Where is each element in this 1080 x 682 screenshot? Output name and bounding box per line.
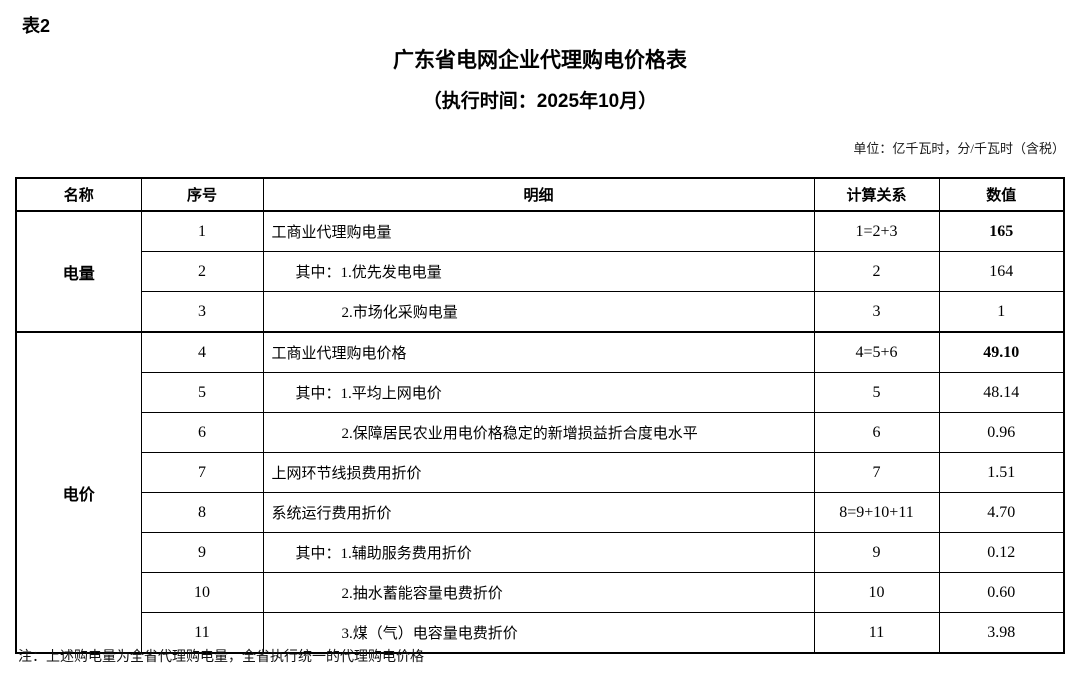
serial-cell: 1 (140, 210, 264, 252)
page-title: 广东省电网企业代理购电价格表 (393, 49, 687, 72)
detail-cell: 上网环节线损费用折价 (262, 452, 815, 493)
header-relation: 计算关系 (813, 177, 940, 212)
detail-cell: 工商业代理购电量 (262, 210, 815, 252)
group-label-electricity-volume: 电量 (15, 210, 142, 333)
table-row: 5 其中：1.平均上网电价 5 48.14 (16, 372, 1065, 413)
detail-cell: 系统运行费用折价 (262, 492, 815, 533)
detail-cell: 工商业代理购电价格 (262, 331, 815, 373)
serial-cell: 4 (140, 331, 264, 373)
table-row: 9 其中：1.辅助服务费用折价 9 0.12 (16, 532, 1065, 573)
value-cell: 0.60 (938, 572, 1065, 613)
table-number-tag: 表2 (22, 16, 51, 36)
relation-cell: 9 (813, 532, 940, 573)
page-subtitle: （执行时间：2025年10月） (422, 91, 658, 112)
serial-cell: 5 (140, 372, 264, 413)
value-cell: 0.96 (938, 412, 1065, 453)
table-row: 6 2.保障居民农业用电价格稳定的新增损益折合度电水平 6 0.96 (16, 412, 1065, 453)
relation-cell: 5 (813, 372, 940, 413)
serial-cell: 8 (140, 492, 264, 533)
table-header-row: 名称 序号 明细 计算关系 数值 (15, 177, 1065, 212)
relation-cell: 3 (813, 291, 940, 333)
table-row: 11 3.煤（气）电容量电费折价 11 3.98 (16, 612, 1065, 654)
value-cell: 49.10 (938, 331, 1065, 373)
serial-cell: 3 (140, 291, 264, 333)
table-row: 2 其中：1.优先发电电量 2 164 (16, 251, 1065, 292)
unit-note: 单位：亿千瓦时，分/千瓦时（含税） (853, 141, 1065, 156)
serial-cell: 11 (140, 612, 264, 654)
detail-cell: 2.抽水蓄能容量电费折价 (262, 572, 815, 613)
serial-cell: 6 (140, 412, 264, 453)
serial-cell: 7 (140, 452, 264, 493)
detail-cell: 3.煤（气）电容量电费折价 (262, 612, 815, 654)
group-label-electricity-price: 电价 (15, 331, 142, 654)
footnote: 注：上述购电量为全省代理购电量，全省执行统一的代理购电价格 (18, 650, 424, 665)
value-cell: 1 (938, 291, 1065, 333)
detail-cell: 其中：1.辅助服务费用折价 (262, 532, 815, 573)
table-row: 8 系统运行费用折价 8=9+10+11 4.70 (16, 492, 1065, 533)
serial-cell: 10 (140, 572, 264, 613)
table-row: 电价 4 工商业代理购电价格 4=5+6 49.10 (15, 331, 1065, 654)
relation-cell: 11 (813, 612, 940, 654)
relation-cell: 7 (813, 452, 940, 493)
serial-cell: 2 (140, 251, 264, 292)
relation-cell: 2 (813, 251, 940, 292)
detail-cell: 2.保障居民农业用电价格稳定的新增损益折合度电水平 (262, 412, 815, 453)
table-row: 10 2.抽水蓄能容量电费折价 10 0.60 (16, 572, 1065, 613)
detail-cell: 其中：1.平均上网电价 (262, 372, 815, 413)
relation-cell: 1=2+3 (813, 210, 940, 252)
header-detail: 明细 (262, 177, 815, 212)
value-cell: 0.12 (938, 532, 1065, 573)
value-cell: 165 (938, 210, 1065, 252)
relation-cell: 8=9+10+11 (813, 492, 940, 533)
value-cell: 4.70 (938, 492, 1065, 533)
price-table: 名称 序号 明细 计算关系 数值 电量 1 工商业代理购电量 1=2+3 165… (15, 177, 1065, 654)
relation-cell: 6 (813, 412, 940, 453)
price-table-container: 名称 序号 明细 计算关系 数值 电量 1 工商业代理购电量 1=2+3 165… (15, 177, 1065, 654)
serial-cell: 9 (140, 532, 264, 573)
header-value: 数值 (938, 177, 1065, 212)
detail-cell: 2.市场化采购电量 (262, 291, 815, 333)
value-cell: 164 (938, 251, 1065, 292)
header-serial: 序号 (140, 177, 264, 212)
detail-cell: 其中：1.优先发电电量 (262, 251, 815, 292)
relation-cell: 4=5+6 (813, 331, 940, 373)
value-cell: 3.98 (938, 612, 1065, 654)
value-cell: 1.51 (938, 452, 1065, 493)
value-cell: 48.14 (938, 372, 1065, 413)
relation-cell: 10 (813, 572, 940, 613)
header-name: 名称 (15, 177, 142, 212)
table-row: 3 2.市场化采购电量 3 1 (16, 291, 1065, 333)
table-row: 电量 1 工商业代理购电量 1=2+3 165 (15, 210, 1065, 333)
table-row: 7 上网环节线损费用折价 7 1.51 (16, 452, 1065, 493)
